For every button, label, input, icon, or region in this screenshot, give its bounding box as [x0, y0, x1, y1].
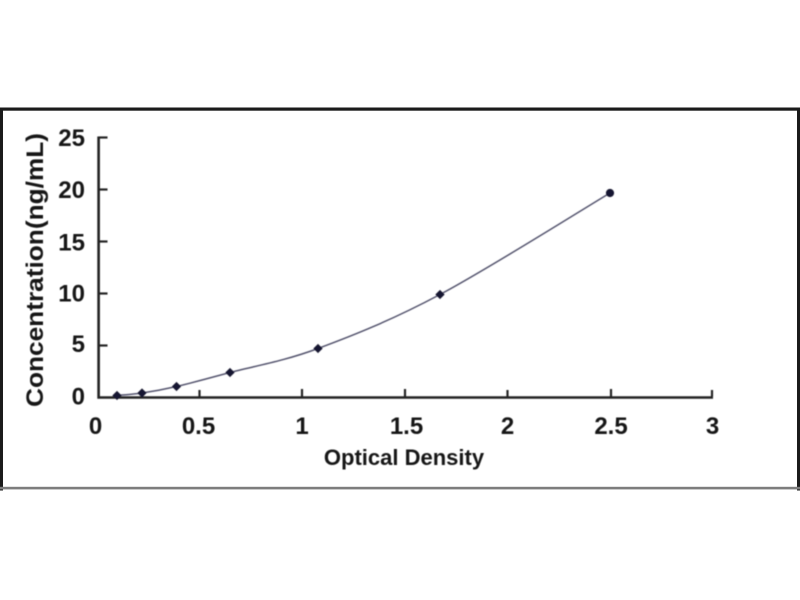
svg-text:Concentration(ng/mL): Concentration(ng/mL) — [22, 133, 49, 407]
svg-text:0: 0 — [72, 384, 85, 411]
svg-text:2: 2 — [501, 413, 514, 440]
svg-text:1.5: 1.5 — [390, 413, 423, 440]
svg-text:0: 0 — [89, 413, 102, 440]
svg-text:10: 10 — [58, 281, 85, 308]
svg-text:15: 15 — [58, 230, 85, 257]
svg-text:2.5: 2.5 — [594, 413, 627, 440]
svg-text:3: 3 — [706, 413, 719, 440]
svg-text:0.5: 0.5 — [182, 413, 215, 440]
svg-text:25: 25 — [58, 125, 85, 152]
svg-text:20: 20 — [58, 177, 85, 204]
svg-text:Optical Density: Optical Density — [324, 445, 485, 470]
svg-text:1: 1 — [295, 413, 308, 440]
svg-text:5: 5 — [72, 331, 85, 358]
